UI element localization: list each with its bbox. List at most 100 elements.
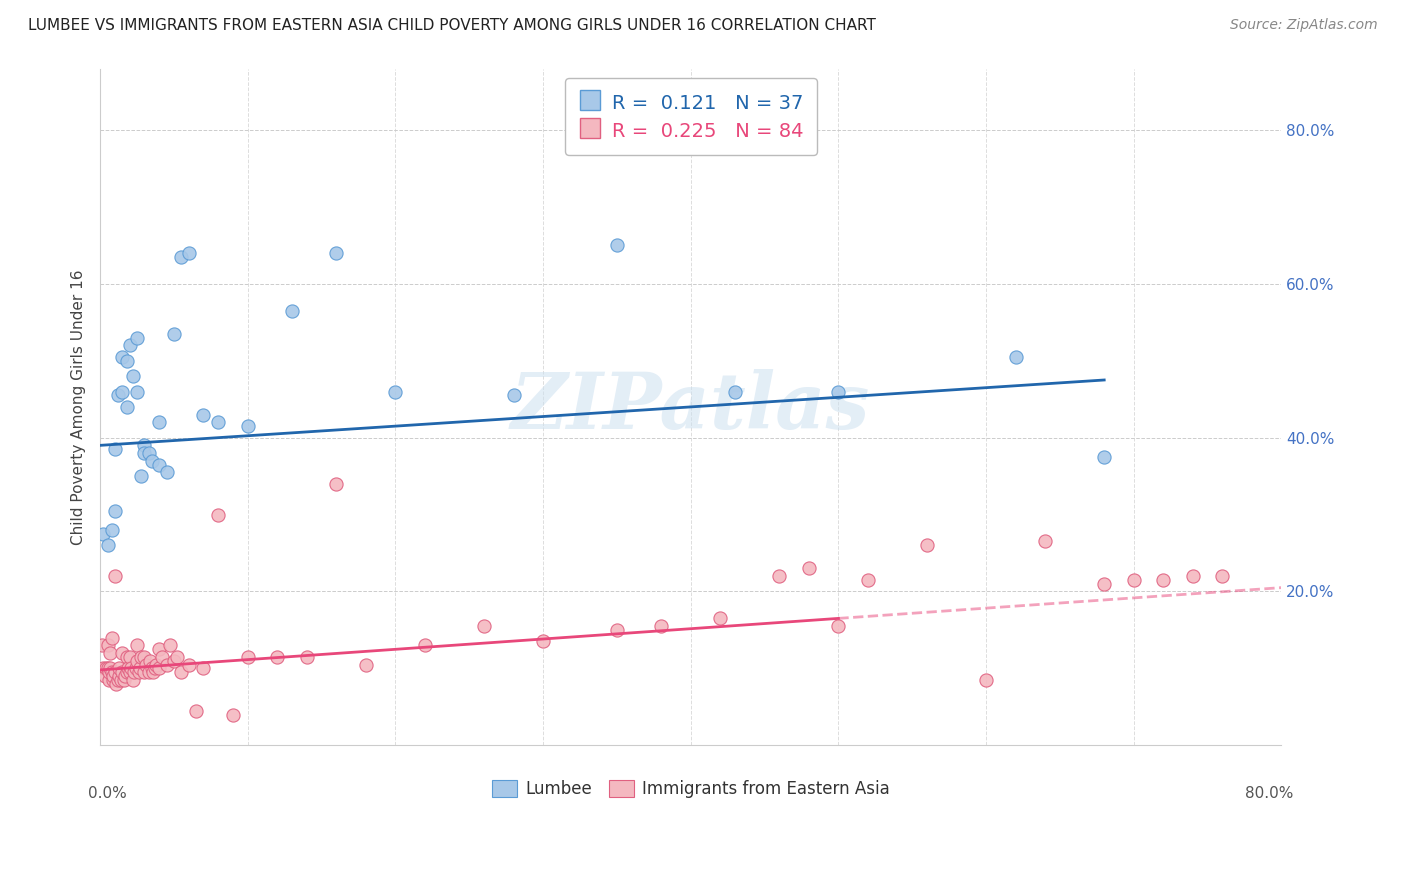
Point xyxy=(606,623,628,637)
Point xyxy=(325,476,347,491)
Point xyxy=(502,388,524,402)
Point xyxy=(139,654,162,668)
Point xyxy=(128,665,150,680)
Point xyxy=(155,465,177,479)
Text: Source: ZipAtlas.com: Source: ZipAtlas.com xyxy=(1230,18,1378,32)
Y-axis label: Child Poverty Among Girls Under 16: Child Poverty Among Girls Under 16 xyxy=(72,269,86,545)
Point xyxy=(115,400,138,414)
Point xyxy=(118,665,141,680)
Text: 0.0%: 0.0% xyxy=(89,786,127,801)
Text: LUMBEE VS IMMIGRANTS FROM EASTERN ASIA CHILD POVERTY AMONG GIRLS UNDER 16 CORREL: LUMBEE VS IMMIGRANTS FROM EASTERN ASIA C… xyxy=(28,18,876,33)
Point xyxy=(650,619,672,633)
Point xyxy=(111,350,134,364)
Point xyxy=(207,415,229,429)
Point xyxy=(141,454,163,468)
Point xyxy=(141,661,163,675)
Point xyxy=(138,665,160,680)
Point xyxy=(134,665,156,680)
Point xyxy=(145,657,167,672)
Point xyxy=(236,649,259,664)
Point xyxy=(207,508,229,522)
Point xyxy=(103,669,125,683)
Point xyxy=(472,619,495,633)
Point xyxy=(118,338,141,352)
Point xyxy=(148,415,170,429)
Point xyxy=(709,611,731,625)
Point xyxy=(222,707,245,722)
Point xyxy=(131,649,153,664)
Point xyxy=(96,538,118,552)
Point xyxy=(148,458,170,472)
Point xyxy=(177,657,200,672)
Point xyxy=(797,561,820,575)
Point xyxy=(98,665,121,680)
Point xyxy=(148,661,170,675)
Point xyxy=(281,303,304,318)
Point xyxy=(1092,576,1115,591)
Point xyxy=(170,250,193,264)
Point xyxy=(163,326,186,341)
Point xyxy=(103,673,125,687)
Point xyxy=(159,638,181,652)
Point xyxy=(856,573,879,587)
Point xyxy=(134,438,156,452)
Point xyxy=(100,646,122,660)
Point xyxy=(531,634,554,648)
Point xyxy=(143,661,166,675)
Point xyxy=(101,523,124,537)
Point xyxy=(121,673,143,687)
Point xyxy=(768,569,790,583)
Point xyxy=(111,646,134,660)
Point xyxy=(184,704,207,718)
Point xyxy=(1033,534,1056,549)
Point xyxy=(150,649,173,664)
Point xyxy=(96,638,118,652)
Point xyxy=(120,661,142,675)
Point xyxy=(94,661,117,675)
Point xyxy=(384,384,406,399)
Point xyxy=(108,669,131,683)
Point xyxy=(148,642,170,657)
Text: ZIPatlas: ZIPatlas xyxy=(510,368,870,445)
Point xyxy=(108,661,131,675)
Point xyxy=(114,669,136,683)
Point xyxy=(135,657,157,672)
Point xyxy=(170,665,193,680)
Point xyxy=(193,408,215,422)
Point xyxy=(90,638,112,652)
Point xyxy=(104,504,127,518)
Point xyxy=(111,384,134,399)
Point xyxy=(93,669,115,683)
Point xyxy=(105,677,128,691)
Point xyxy=(122,665,145,680)
Point xyxy=(117,661,139,675)
Point xyxy=(91,661,114,675)
Point xyxy=(163,654,186,668)
Point xyxy=(974,673,997,687)
Point xyxy=(104,569,127,583)
Point xyxy=(1211,569,1233,583)
Point xyxy=(112,673,135,687)
Legend: Lumbee, Immigrants from Eastern Asia: Lumbee, Immigrants from Eastern Asia xyxy=(485,773,897,805)
Text: 80.0%: 80.0% xyxy=(1244,786,1294,801)
Point xyxy=(1152,573,1174,587)
Point xyxy=(1181,569,1204,583)
Point xyxy=(124,661,146,675)
Point xyxy=(193,661,215,675)
Point xyxy=(1092,450,1115,464)
Point xyxy=(129,661,152,675)
Point xyxy=(125,331,148,345)
Point xyxy=(295,649,318,664)
Point xyxy=(266,649,288,664)
Point xyxy=(413,638,436,652)
Point xyxy=(131,469,153,483)
Point xyxy=(104,442,127,457)
Point xyxy=(177,246,200,260)
Point xyxy=(724,384,747,399)
Point xyxy=(134,446,156,460)
Point xyxy=(155,657,177,672)
Point xyxy=(125,638,148,652)
Point xyxy=(98,673,121,687)
Point xyxy=(1122,573,1144,587)
Point xyxy=(115,665,138,680)
